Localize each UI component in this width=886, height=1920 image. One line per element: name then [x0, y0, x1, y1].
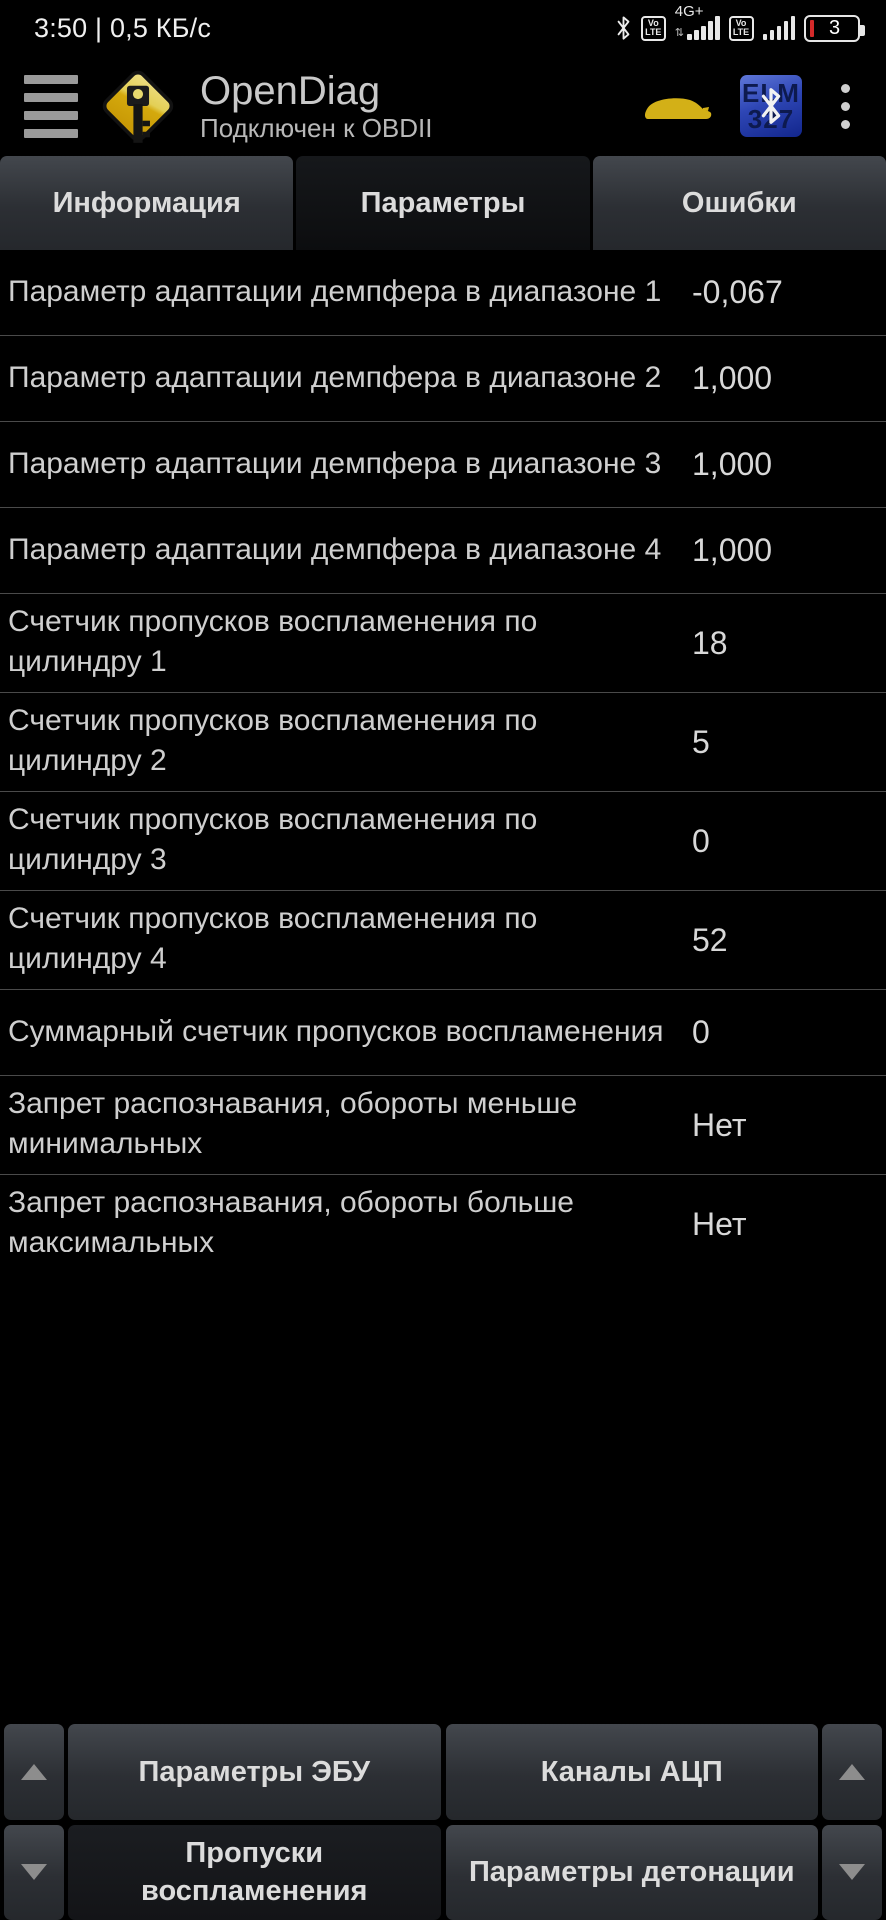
- tab-parametry[interactable]: Параметры: [296, 156, 590, 250]
- parameter-value: Нет: [692, 1205, 747, 1242]
- opendiag-key-logo: [90, 60, 186, 152]
- parameter-name: Запрет распознавания, обороты меньше мин…: [8, 1087, 578, 1160]
- scroll-up-button-left[interactable]: [4, 1724, 64, 1820]
- status-bar-left-text: 3:50 | 0,5 КБ/с: [34, 12, 212, 43]
- header-titles: OpenDiag Подключен к OBDII: [200, 70, 642, 143]
- hamburger-bar: [24, 92, 78, 102]
- connection-status-text: Подключен к OBDII: [200, 112, 433, 143]
- parameter-name: Счетчик пропусков воспламенения по цилин…: [8, 803, 538, 876]
- parameter-value: Нет: [692, 1106, 747, 1143]
- hamburger-bar: [24, 74, 78, 84]
- button-parametry-ebu[interactable]: Параметры ЭБУ: [68, 1724, 441, 1820]
- volte-top-label: Vo: [647, 18, 659, 28]
- bluetooth-icon: [615, 15, 632, 41]
- status-bar-icons: Vo LTE 4G+ ⇅ Vo LTE 3: [615, 3, 865, 42]
- scroll-up-arrow: [839, 1763, 865, 1780]
- data-transfer-icon: ⇅: [674, 27, 684, 39]
- network-signal-1: 4G+ ⇅: [674, 3, 720, 40]
- parameter-value: 52: [692, 921, 728, 958]
- parameter-name: Запрет распознавания, обороты больше мак…: [8, 1186, 574, 1252]
- battery-percent-label: 3: [828, 16, 841, 39]
- scroll-down-arrow: [839, 1864, 865, 1881]
- left-scroll-arrows: [0, 1724, 68, 1920]
- tab-oshibki[interactable]: Ошибки: [592, 156, 886, 250]
- table-row[interactable]: Параметр адаптации демпфера в диапазоне …: [0, 250, 886, 336]
- tab-bar: Информация Параметры Ошибки: [0, 156, 886, 250]
- table-row[interactable]: Счетчик пропусков воспламенения по цилин…: [0, 891, 886, 990]
- table-row[interactable]: Параметр адаптации демпфера в диапазоне …: [0, 336, 886, 422]
- elm327-bluetooth-icon[interactable]: ELM 327: [740, 75, 802, 137]
- hamburger-bar: [24, 110, 78, 120]
- parameter-name: Суммарный счетчик пропусков воспламенени…: [8, 1014, 664, 1048]
- hamburger-menu-icon[interactable]: [18, 74, 84, 138]
- table-row[interactable]: Счетчик пропусков воспламенения по цилин…: [0, 594, 886, 693]
- overflow-menu-icon[interactable]: [828, 83, 862, 129]
- kebab-dot: [840, 101, 850, 111]
- parameter-name: Параметр адаптации демпфера в диапазоне …: [8, 360, 662, 394]
- button-propuski-vosplameneniya[interactable]: Пропуски воспламенения: [68, 1824, 441, 1920]
- bottom-panel: Параметры ЭБУ Каналы АЦП Пропуски воспла…: [0, 1718, 886, 1920]
- table-row[interactable]: Запрет распознавания, обороты больше мак…: [0, 1175, 886, 1252]
- volte-bottom-label-2: LTE: [732, 27, 750, 37]
- table-row[interactable]: Счетчик пропусков воспламенения по цилин…: [0, 693, 886, 792]
- signal-bars-2: [762, 16, 795, 40]
- hamburger-bar: [24, 128, 78, 138]
- table-row[interactable]: Параметр адаптации демпфера в диапазоне …: [0, 508, 886, 594]
- table-row[interactable]: Параметр адаптации демпфера в диапазоне …: [0, 422, 886, 508]
- bottom-button-grid: Параметры ЭБУ Каналы АЦП Пропуски воспла…: [68, 1724, 818, 1920]
- network-type-label: 4G+: [674, 3, 704, 20]
- tab-informaciya[interactable]: Информация: [0, 156, 294, 250]
- button-kanaly-acp[interactable]: Каналы АЦП: [445, 1724, 818, 1820]
- parameter-name: Счетчик пропусков воспламенения по цилин…: [8, 605, 538, 678]
- battery-icon: 3: [804, 14, 865, 42]
- parameter-name: Параметр адаптации демпфера в диапазоне …: [8, 532, 662, 566]
- kebab-dot: [840, 119, 850, 129]
- page-title: OpenDiag: [200, 68, 381, 113]
- scroll-down-button-left[interactable]: [4, 1824, 64, 1920]
- table-row[interactable]: Запрет распознавания, обороты меньше мин…: [0, 1076, 886, 1175]
- parameter-value: 1,000: [692, 532, 773, 568]
- scroll-up-button-right[interactable]: [822, 1724, 882, 1820]
- parameter-value: -0,067: [692, 274, 783, 310]
- scroll-down-arrow: [21, 1864, 47, 1881]
- parameter-value: 5: [692, 723, 710, 760]
- parameter-value: 1,000: [692, 446, 773, 482]
- parameter-name: Счетчик пропусков воспламенения по цилин…: [8, 704, 538, 777]
- parameter-value: 0: [692, 1014, 710, 1050]
- table-row[interactable]: Счетчик пропусков воспламенения по цилин…: [0, 792, 886, 891]
- parameter-name: Параметр адаптации демпфера в диапазоне …: [8, 446, 662, 480]
- parameter-value: 1,000: [692, 360, 773, 396]
- table-row[interactable]: Суммарный счетчик пропусков воспламенени…: [0, 990, 886, 1076]
- volte-top-label-2: Vo: [735, 18, 747, 28]
- scroll-up-arrow: [21, 1763, 47, 1780]
- kebab-dot: [840, 83, 850, 93]
- status-bar: 3:50 | 0,5 КБ/с Vo LTE 4G+ ⇅ Vo LTE 3: [0, 0, 886, 56]
- button-parametry-detonacii[interactable]: Параметры детонации: [445, 1824, 818, 1920]
- parameter-name: Счетчик пропусков воспламенения по цилин…: [8, 902, 538, 975]
- parameter-value: 18: [692, 624, 728, 661]
- car-icon[interactable]: [642, 86, 714, 126]
- parameter-list[interactable]: Параметр адаптации демпфера в диапазоне …: [0, 250, 886, 1252]
- app-header: OpenDiag Подключен к OBDII ELM 327: [0, 56, 886, 156]
- battery-level-fill: [810, 19, 814, 37]
- volte-bottom-label: LTE: [645, 27, 662, 37]
- scroll-down-button-right[interactable]: [822, 1824, 882, 1920]
- right-scroll-arrows: [818, 1724, 886, 1920]
- signal-bars-1: [687, 16, 720, 40]
- parameter-name: Параметр адаптации демпфера в диапазоне …: [8, 274, 662, 308]
- volte-icon-2: Vo LTE: [728, 15, 754, 41]
- volte-icon-1: Vo LTE: [640, 15, 666, 41]
- parameter-value: 0: [692, 822, 710, 859]
